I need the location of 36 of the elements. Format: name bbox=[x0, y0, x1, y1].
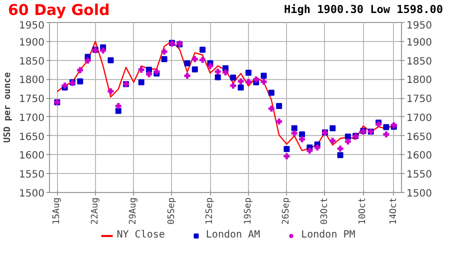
y2-tick-label: 1750 bbox=[406, 94, 432, 106]
y-tick-label: 1850 bbox=[19, 56, 45, 68]
y-tick-label: 1700 bbox=[19, 112, 45, 124]
y2-tick-label: 1950 bbox=[406, 20, 432, 32]
x-tick-label: 10Oct bbox=[358, 198, 368, 225]
y-tick-label: 1750 bbox=[19, 94, 45, 106]
y2-tick-label: 1700 bbox=[406, 112, 432, 124]
y-tick-label: 1900 bbox=[19, 37, 45, 48]
x-tick-label: 15Aug bbox=[52, 198, 62, 225]
y2-tick-label: 1600 bbox=[406, 150, 432, 162]
y2-tick-label: 1650 bbox=[406, 132, 432, 143]
y2-tick-label: 1500 bbox=[406, 188, 432, 200]
legend-label: NY Close bbox=[116, 230, 165, 240]
y2-tick-label: 1550 bbox=[406, 170, 432, 181]
y-tick-label: 1800 bbox=[19, 75, 45, 86]
x-tick-label: 19Sep bbox=[243, 198, 254, 225]
legend-label: London AM bbox=[206, 230, 260, 240]
y-tick-label: 1500 bbox=[19, 188, 45, 200]
y-tick-label: 1650 bbox=[19, 132, 45, 143]
y2-tick-label: 1800 bbox=[406, 75, 432, 86]
x-tick-label: 05Sep bbox=[166, 198, 177, 225]
x-tick-label: 26Sep bbox=[282, 198, 292, 225]
y-axis-title: USD per ounce bbox=[3, 72, 14, 143]
y-tick-label: 1950 bbox=[19, 20, 45, 32]
x-tick-label: 12Sep bbox=[205, 198, 216, 225]
x-tick-label: 14Oct bbox=[388, 198, 399, 225]
y2-tick-label: 1900 bbox=[406, 37, 432, 48]
chart-subtitle: High 1900.30 Low 1598.00 bbox=[284, 2, 443, 18]
x-tick-label: 03Oct bbox=[320, 198, 330, 225]
x-tick-label: 29Aug bbox=[128, 198, 139, 225]
y-tick-label: 1600 bbox=[19, 150, 45, 162]
y2-tick-label: 1850 bbox=[406, 56, 432, 68]
x-tick-label: 22Aug bbox=[90, 198, 100, 225]
chart-title: 60 Day Gold bbox=[8, 0, 110, 21]
legend-label: London PM bbox=[301, 230, 356, 240]
y-tick-label: 1550 bbox=[19, 170, 45, 181]
